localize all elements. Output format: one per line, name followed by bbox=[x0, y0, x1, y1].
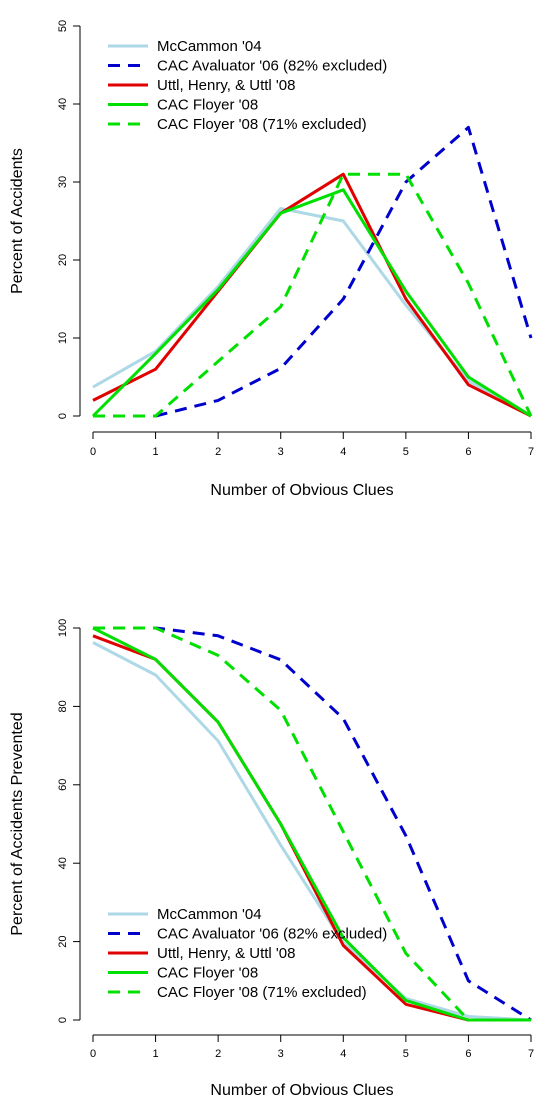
x-tick-label: 7 bbox=[528, 1048, 534, 1060]
y-tick-label: 20 bbox=[57, 935, 69, 947]
y-tick-label: 30 bbox=[57, 176, 69, 188]
x-axis-title: Number of Obvious Clues bbox=[210, 482, 393, 499]
series-line-1 bbox=[155, 125, 533, 418]
x-tick-label: 6 bbox=[465, 446, 471, 458]
x-axis-title: Number of Obvious Clues bbox=[210, 1082, 393, 1099]
y-tick-label: 10 bbox=[57, 332, 69, 344]
x-tick-label: 4 bbox=[340, 1048, 346, 1060]
x-tick-label: 5 bbox=[403, 1048, 409, 1060]
x-tick-label: 6 bbox=[465, 1048, 471, 1060]
x-tick-label: 1 bbox=[153, 1048, 159, 1060]
legend-label-3: CAC Floyer '08 bbox=[157, 965, 258, 982]
x-tick-label: 4 bbox=[340, 446, 346, 458]
series-line-2 bbox=[92, 634, 531, 1022]
series-line-4 bbox=[93, 626, 531, 1022]
x-tick-label: 1 bbox=[153, 446, 159, 458]
top-chart-percent-of-accidents: 0 1 2 3 4 5 6 7 0 10 20 30 40 50 Number of Obvious Clu… bbox=[9, 20, 534, 499]
x-tick-label: 2 bbox=[215, 446, 221, 458]
x-tick-label: 3 bbox=[278, 446, 284, 458]
y-tick-label: 0 bbox=[57, 1017, 69, 1023]
legend: McCammon '04 CAC Avaluator '06 (82% exclu… bbox=[108, 906, 387, 1001]
legend-label-4: CAC Floyer '08 (71% excluded) bbox=[157, 984, 367, 1001]
legend-label-0: McCammon '04 bbox=[157, 38, 262, 55]
y-tick-label: 80 bbox=[57, 700, 69, 712]
y-tick-label: 100 bbox=[57, 619, 69, 637]
y-tick-label: 60 bbox=[57, 779, 69, 791]
series-line-4 bbox=[93, 172, 533, 418]
legend-label-4: CAC Floyer '08 (71% excluded) bbox=[157, 116, 367, 133]
legend: McCammon '04 CAC Avaluator '06 (82% exclu… bbox=[108, 38, 387, 133]
series-line-2 bbox=[92, 172, 532, 418]
y-tick-label: 0 bbox=[57, 413, 69, 419]
series-line-0 bbox=[92, 641, 532, 1022]
series-line-3 bbox=[91, 188, 532, 418]
y-axis-title: Percent of Accidents bbox=[9, 148, 26, 294]
y-tick-label: 20 bbox=[57, 254, 69, 266]
x-tick-label: 7 bbox=[528, 446, 534, 458]
series-line-1 bbox=[93, 626, 532, 1022]
legend-label-0: McCammon '04 bbox=[157, 906, 262, 923]
y-tick-label: 50 bbox=[57, 20, 69, 32]
y-axis-title: Percent of Accidents Prevented bbox=[9, 712, 26, 935]
legend-label-3: CAC Floyer '08 bbox=[157, 97, 258, 114]
series-line-3 bbox=[92, 626, 531, 1022]
legend-label-1: CAC Avaluator '06 (82% excluded) bbox=[157, 58, 387, 75]
x-tick-label: 3 bbox=[278, 1048, 284, 1060]
x-tick-label: 0 bbox=[90, 1048, 96, 1060]
x-tick-label: 5 bbox=[403, 446, 409, 458]
legend-label-2: Uttl, Henry, & Uttl '08 bbox=[157, 77, 295, 94]
legend-label-1: CAC Avaluator '06 (82% excluded) bbox=[157, 926, 387, 943]
x-tick-label: 0 bbox=[90, 446, 96, 458]
y-tick-label: 40 bbox=[57, 857, 69, 869]
bottom-chart-percent-prevented: 0 1 2 3 4 5 6 7 0 20 40 60 80 100 Number of Obvious Cl… bbox=[9, 619, 534, 1099]
x-tick-label: 2 bbox=[215, 1048, 221, 1060]
legend-label-2: Uttl, Henry, & Uttl '08 bbox=[157, 945, 295, 962]
y-tick-label: 40 bbox=[57, 98, 69, 110]
